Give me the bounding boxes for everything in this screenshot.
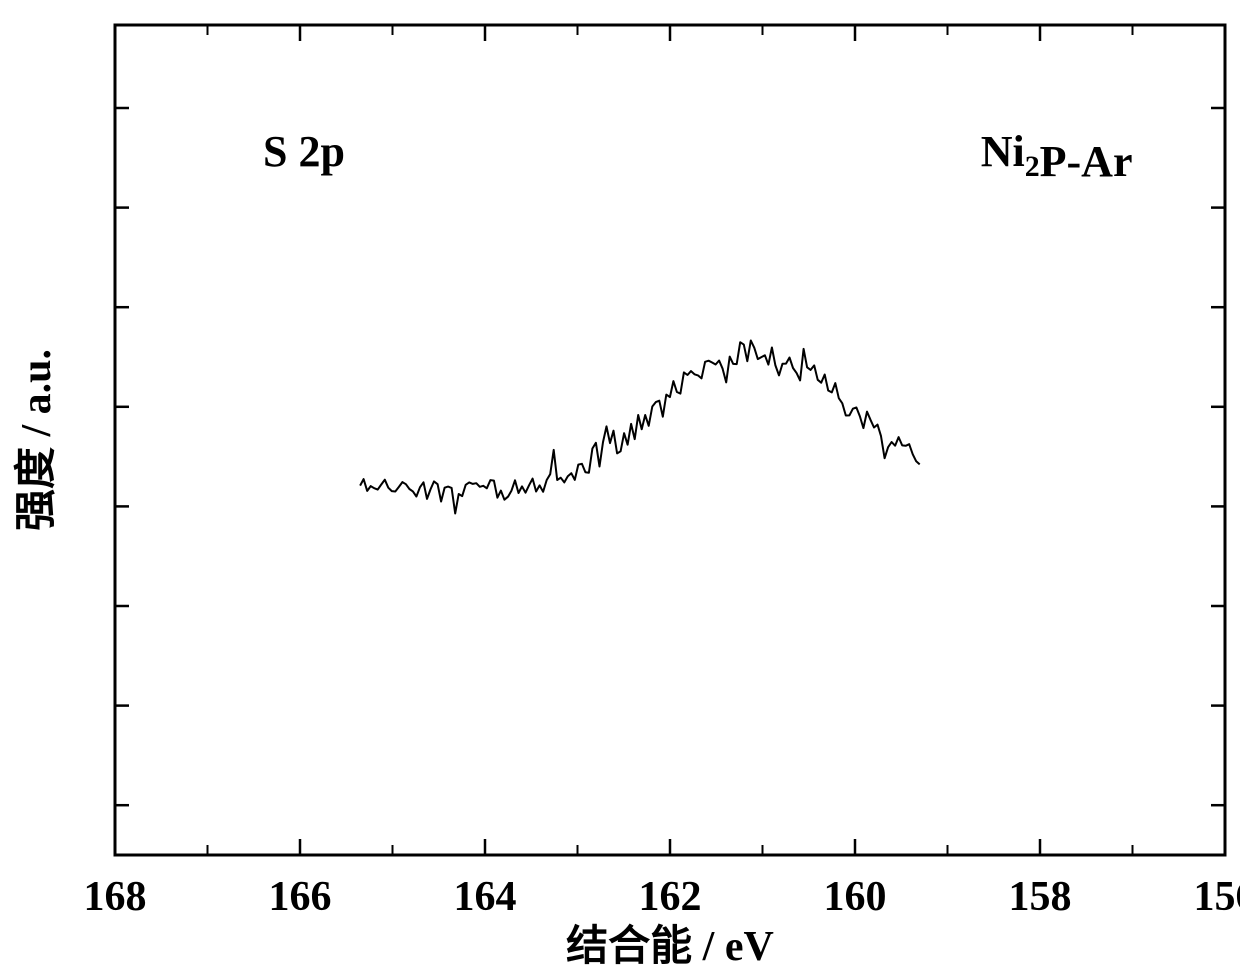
- svg-text:164: 164: [454, 874, 517, 920]
- svg-text:强度 / a.u.: 强度 / a.u.: [13, 349, 60, 531]
- svg-text:160: 160: [824, 874, 887, 920]
- svg-text:结合能 / eV: 结合能 / eV: [566, 923, 774, 970]
- svg-text:162: 162: [639, 874, 702, 920]
- svg-text:156: 156: [1194, 874, 1240, 920]
- xps-spectrum-chart: 168 166 164 162 160 158 156 结合能 / eV 强度 / a.u. S …: [0, 0, 1240, 979]
- svg-text:168: 168: [84, 874, 147, 920]
- svg-text:166: 166: [269, 874, 332, 920]
- svg-text:S 2p: S 2p: [263, 127, 345, 176]
- chart-svg: 168 166 164 162 160 158 156 结合能 / eV 强度 / a.u. S …: [0, 0, 1240, 979]
- svg-text:158: 158: [1009, 874, 1072, 920]
